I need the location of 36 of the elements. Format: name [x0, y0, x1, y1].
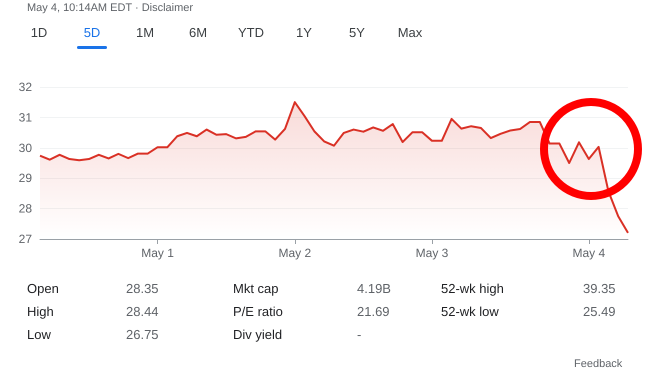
y-tick-label: 28 — [18, 202, 32, 216]
text: High — [27, 304, 54, 319]
y-tick-label: 29 — [18, 171, 32, 186]
text: - — [357, 327, 362, 342]
x-tick-label: May 3 — [416, 246, 449, 260]
text: Div yield — [233, 327, 282, 342]
text: Low — [27, 327, 51, 342]
text: 26.75 — [126, 327, 159, 342]
text: 5Y — [349, 25, 365, 40]
x-tick-label: May 2 — [278, 246, 312, 260]
text: YTD — [238, 25, 264, 40]
text: P/E ratio — [233, 304, 283, 319]
text: Max — [398, 25, 422, 40]
text: 1Y — [296, 25, 312, 40]
x-tick-label: May 4 — [572, 246, 606, 260]
text: 28.35 — [126, 281, 159, 296]
text: 52-wk low — [441, 304, 499, 319]
text: Open — [27, 281, 59, 296]
x-tick-label: May 1 — [141, 246, 174, 260]
text: 25.49 — [583, 304, 616, 319]
text: 5D — [84, 25, 100, 40]
text: 1M — [136, 25, 154, 40]
y-tick-label: 31 — [18, 110, 32, 124]
y-tick-label: 32 — [18, 80, 32, 94]
text: 21.69 — [357, 304, 390, 319]
text: 6M — [188, 25, 208, 40]
text: May 4, 10:14AM EDT · Disclaimer — [27, 2, 194, 14]
text: Mkt cap — [233, 281, 279, 296]
y-tick-label: 30 — [18, 140, 32, 155]
y-tick-label: 27 — [18, 232, 32, 246]
text: 4.19B — [357, 281, 391, 296]
text: Feedback — [574, 358, 622, 370]
text: 1D — [30, 25, 48, 40]
text: 28.44 — [126, 304, 159, 319]
text: 39.35 — [583, 281, 616, 296]
text: 52-wk high — [441, 281, 504, 296]
